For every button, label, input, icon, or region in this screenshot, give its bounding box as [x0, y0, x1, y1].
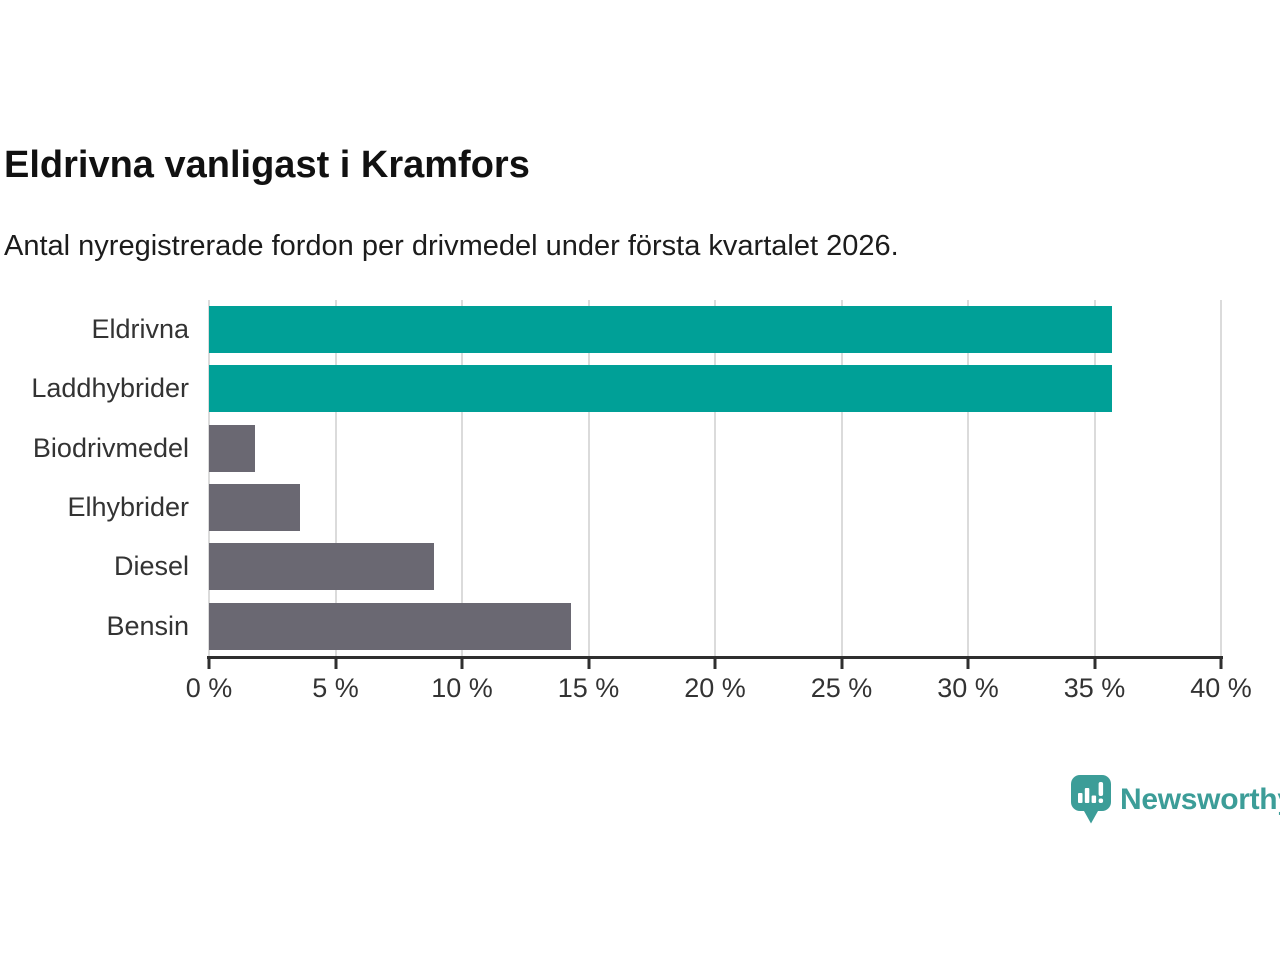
category-label: Diesel [113, 551, 189, 582]
bar-row [209, 597, 1221, 656]
axis-tick [840, 656, 843, 669]
bar-row [209, 537, 1221, 596]
axis-tick [1093, 656, 1096, 669]
gridline [208, 300, 210, 656]
gridline [967, 300, 969, 656]
axis-tick-label: 0 % [185, 673, 233, 703]
category-label: Laddhybrider [31, 373, 189, 404]
bar [209, 424, 255, 472]
gridlines [208, 300, 1222, 656]
chart-title: Eldrivna vanligast i Kramfors [4, 144, 530, 186]
bar-row [209, 359, 1221, 418]
axis-tick-label: 25 % [810, 673, 873, 703]
axis-tick-label: 20 % [684, 673, 746, 703]
axis-tick [334, 656, 337, 669]
category-label: Bensin [106, 610, 189, 641]
bar-rows [209, 300, 1221, 656]
axis-tick [460, 656, 464, 669]
category-label: Elhybrider [67, 492, 189, 523]
bar [209, 306, 1113, 353]
gridline [1220, 300, 1222, 656]
gridline [714, 300, 716, 656]
x-axis: 0 % 5 % 10 % 15 % 20 % 25 % 30 % 35 % 40 % [186, 656, 1252, 712]
bar-row [209, 300, 1221, 359]
axis-tick [207, 656, 211, 669]
bar [209, 543, 435, 591]
bar-row [209, 419, 1221, 478]
axis-tick [713, 656, 717, 669]
newsworthy-logo-icon [1071, 775, 1111, 824]
category-label: Biodrivmedel [32, 432, 189, 463]
axis-tick-label: 5 % [312, 673, 359, 703]
bar [209, 602, 571, 650]
bar [209, 483, 301, 531]
axis-tick-label: 35 % [1063, 673, 1126, 703]
axis-tick [587, 656, 590, 669]
newsworthy-logo-text: Newsworthy [1120, 783, 1280, 816]
axis-tick-label: 15 % [557, 673, 620, 703]
gridline [334, 300, 337, 656]
gridline [840, 300, 843, 656]
chart-subtitle: Antal nyregistrerade fordon per drivmede… [4, 230, 899, 262]
gridline [587, 300, 590, 656]
gridline [1093, 300, 1096, 656]
branding: Newsworthy [1071, 775, 1280, 825]
gridline [461, 300, 463, 656]
axis-tick [1219, 656, 1223, 669]
axis-tick-label: 30 % [937, 673, 999, 703]
category-label: Eldrivna [91, 314, 189, 345]
category-labels: Eldrivna Laddhybrider Biodrivmedel Elhybrid… [0, 300, 189, 656]
axis-tick-label: 40 % [1190, 673, 1252, 703]
axis-tick [966, 656, 970, 669]
plot-area [208, 300, 1222, 656]
bar [209, 365, 1113, 413]
bar-row [209, 478, 1221, 537]
axis-tick-label: 10 % [431, 673, 493, 703]
